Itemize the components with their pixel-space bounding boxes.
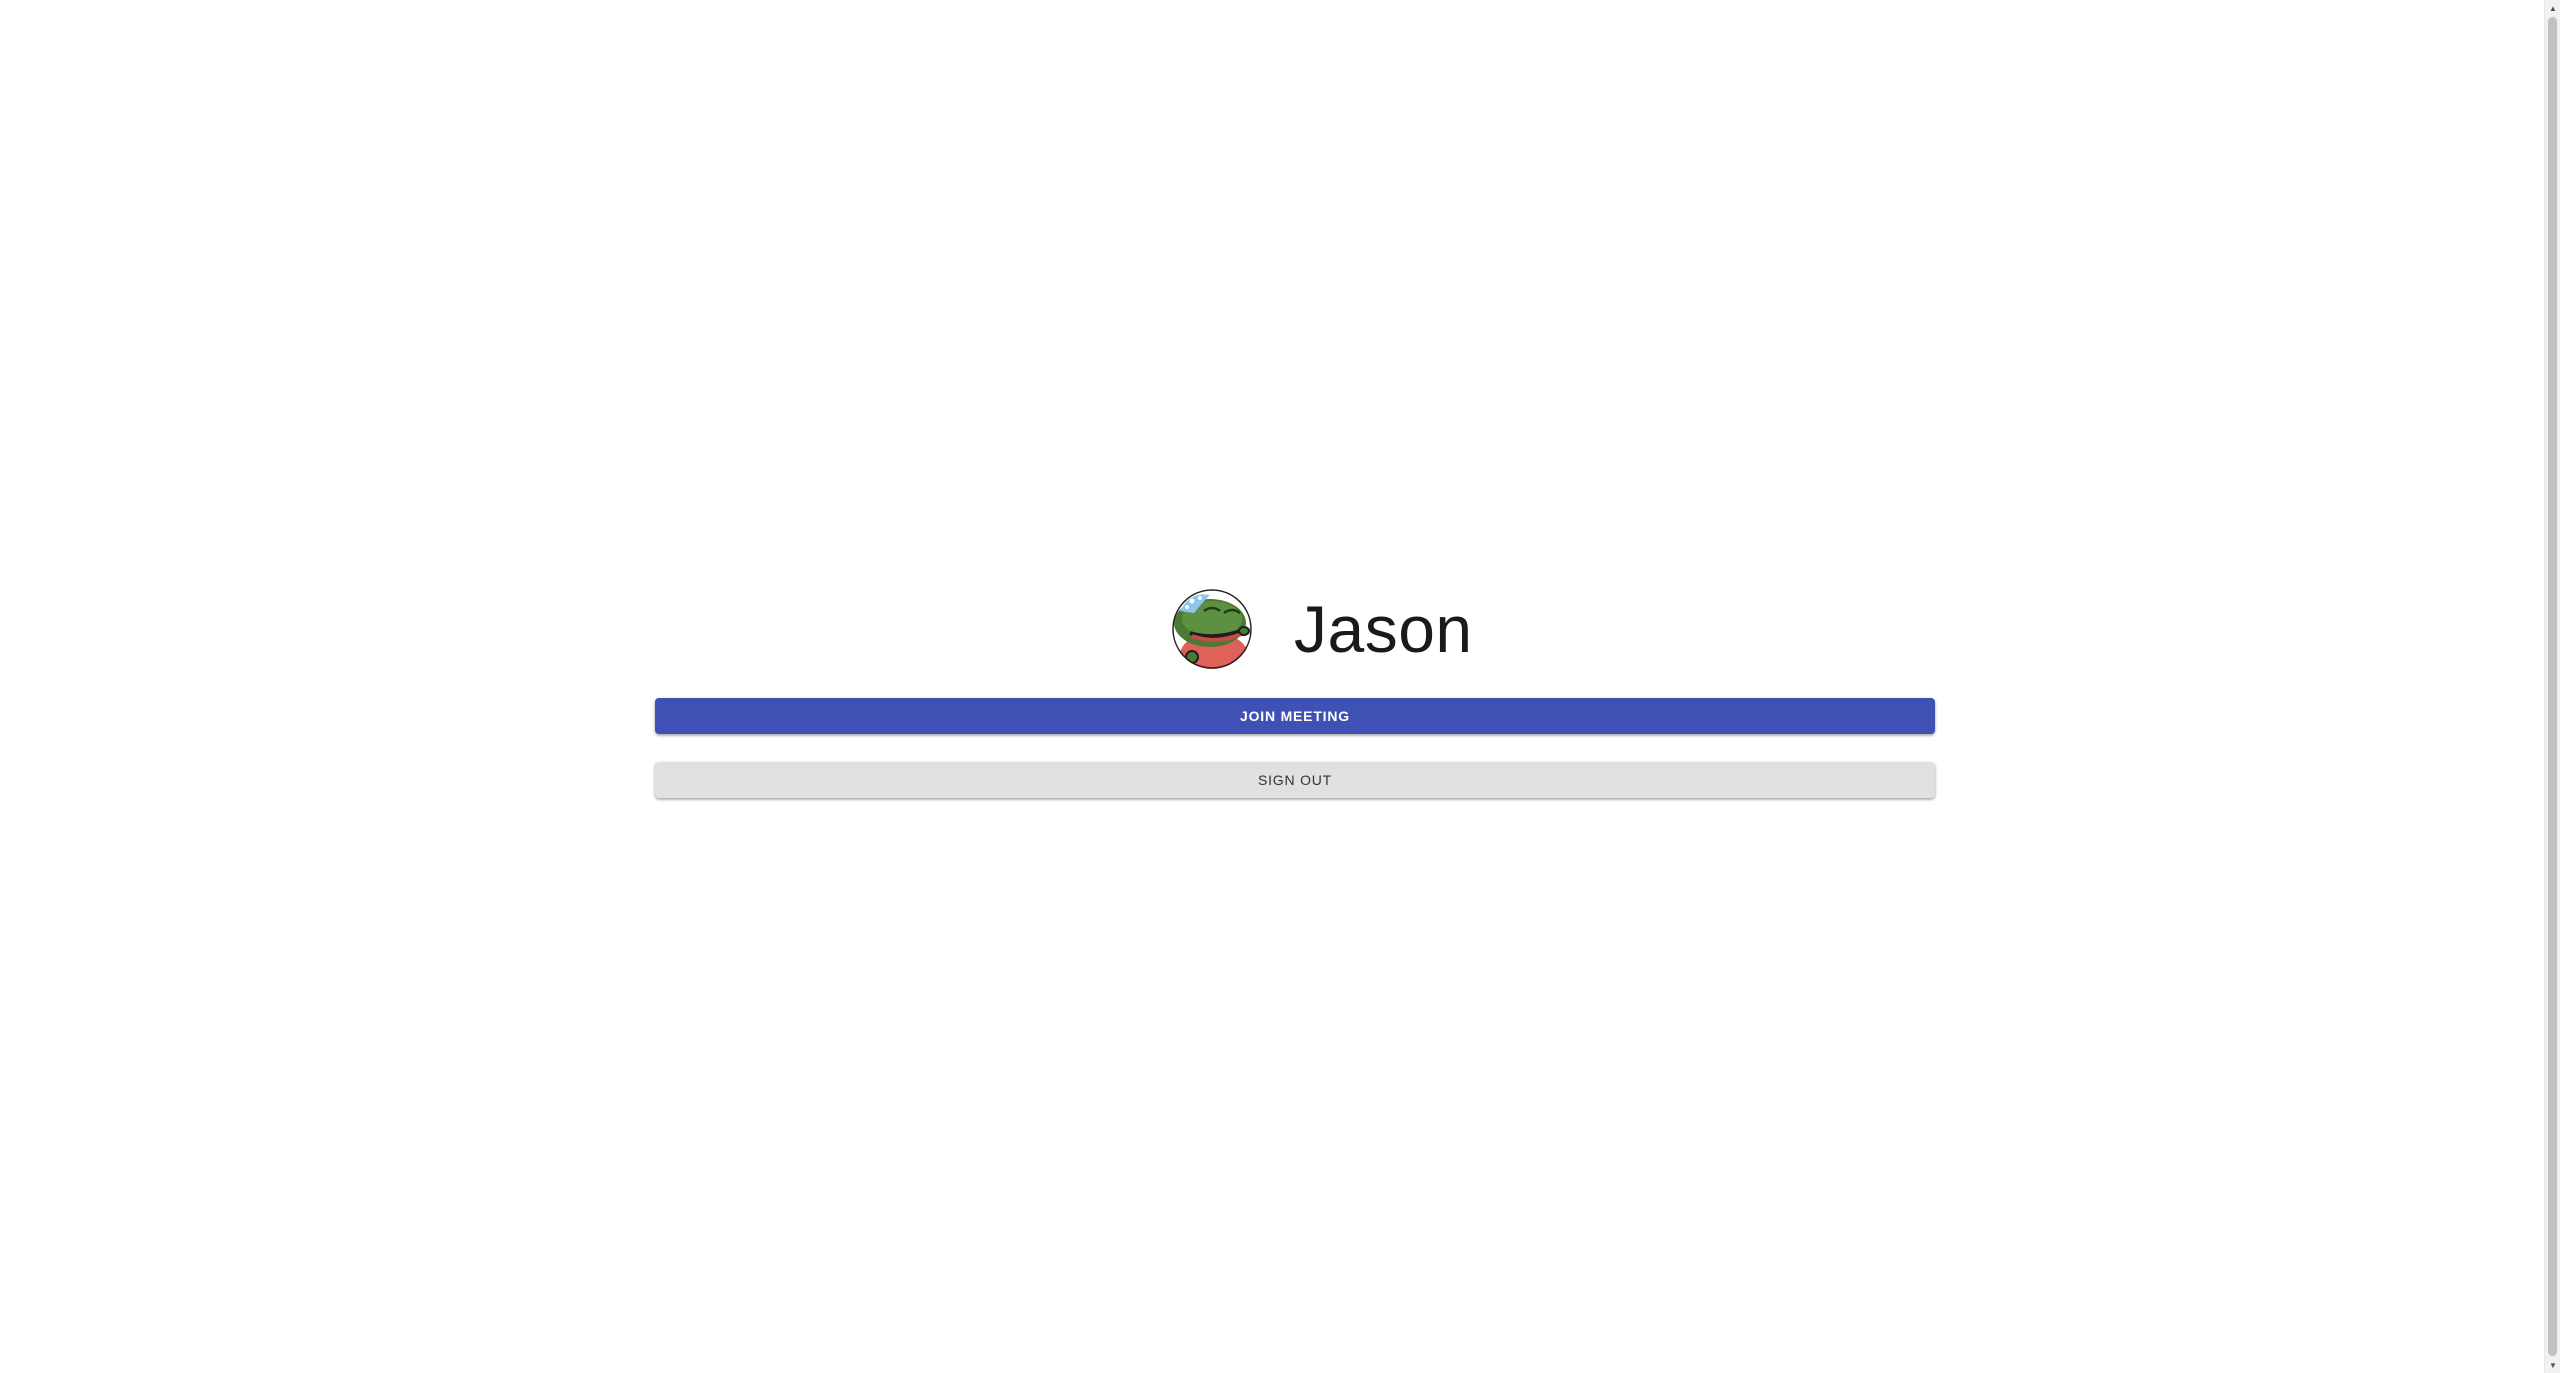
user-profile: Jason [1172,586,1473,672]
scrollbar-thumb[interactable] [2548,17,2557,1356]
frog-avatar-icon [1172,589,1252,669]
sign-out-button[interactable]: SIGN OUT [655,762,1935,798]
scroll-down-arrow-icon[interactable]: ▼ [2549,1360,2557,1370]
vertical-scrollbar[interactable]: ▲ ▼ [2544,0,2560,1373]
join-meeting-button[interactable]: JOIN MEETING [655,698,1935,734]
user-name: Jason [1294,592,1473,666]
scroll-up-arrow-icon[interactable]: ▲ [2549,3,2557,13]
